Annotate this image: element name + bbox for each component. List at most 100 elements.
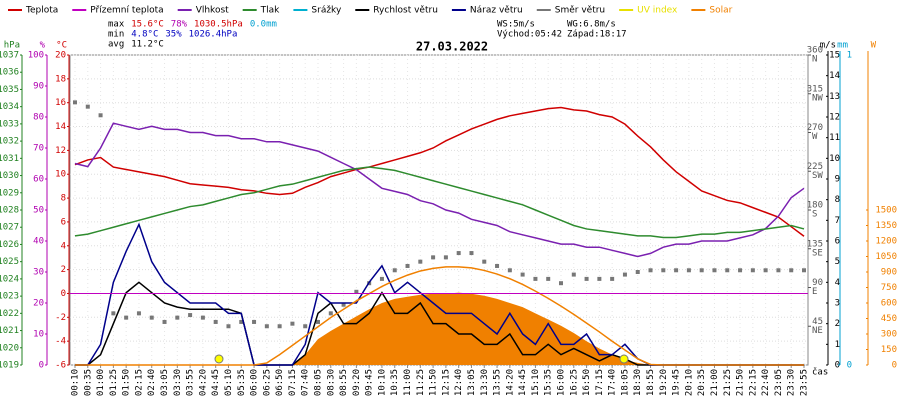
y-tick-label: 60: [33, 175, 44, 185]
solar-area: [75, 292, 804, 365]
stat-text: max: [108, 20, 125, 30]
axis-unit-label: W: [871, 41, 877, 51]
dir-marker: [559, 281, 563, 286]
dir-marker: [418, 259, 423, 264]
y-tick-label: 4: [835, 278, 840, 288]
dir-marker: [213, 319, 218, 324]
y-tick-label: 2: [835, 319, 840, 329]
y-tick-label: 1: [835, 340, 840, 350]
dir-marker: [149, 315, 154, 320]
legend-label: Solar: [709, 6, 732, 16]
y-tick-label: 13: [829, 92, 840, 102]
y-tick-label: 9: [835, 175, 840, 185]
dir-marker: [111, 311, 116, 316]
x-tick-label: 21:00: [710, 369, 720, 396]
y-tick-label: 8: [61, 194, 66, 204]
axis-unit-label: mm: [837, 41, 848, 51]
y-tick-label: 80: [33, 113, 44, 123]
x-tick-label: 23:30: [787, 369, 797, 396]
dir-marker: [750, 268, 755, 273]
y-tick-label: 900: [881, 268, 897, 278]
y-tick-label: -2: [55, 313, 66, 323]
x-tick-label: 07:15: [288, 369, 298, 396]
y-tick-label: 18: [55, 74, 66, 84]
dir-marker: [264, 324, 269, 329]
x-tick-label: 09:45: [365, 369, 375, 396]
series-line: [74, 166, 805, 239]
wind-stat-text: WS:5m/s: [497, 20, 535, 30]
dir-marker: [802, 268, 806, 273]
y-tick-label: 1036: [0, 68, 19, 78]
dir-marker: [431, 255, 436, 260]
y-tick-label: 1028: [0, 206, 19, 216]
y-tick-label: 1025: [0, 257, 19, 267]
x-tick-label: 21:25: [723, 369, 733, 396]
x-tick-label: 08:30: [326, 369, 336, 396]
dir-marker: [73, 100, 77, 105]
y-tick-label: 1031: [0, 154, 19, 164]
y-tick-label: 20: [33, 299, 44, 309]
y-tick-label: 12: [829, 113, 840, 123]
y-tick-label: 1035: [0, 85, 19, 95]
y-tick-label: 1019: [0, 361, 19, 371]
dir-marker: [495, 263, 500, 268]
x-tick-label: 12:40: [454, 369, 464, 396]
x-tick-label: 22:40: [761, 369, 771, 396]
dir-marker: [661, 268, 666, 273]
axis-unit-label: °C: [56, 41, 67, 51]
y-tick-label: 2: [61, 265, 66, 275]
x-tick-label: 12:15: [441, 369, 451, 396]
x-tick-label: 13:05: [467, 369, 477, 396]
y-tick-label: 15: [829, 51, 840, 61]
dir-tick-label: 135: [807, 239, 823, 249]
dir-tick-name: SW: [812, 171, 823, 181]
x-tick-label: 23:05: [774, 369, 784, 396]
dir-marker: [290, 321, 295, 326]
dir-marker: [392, 268, 397, 273]
y-tick-label: -4: [55, 337, 66, 347]
y-tick-label: 14: [55, 122, 66, 132]
dir-tick-label: 225: [807, 162, 823, 172]
x-tick-label: 11:25: [416, 369, 426, 396]
y-tick-label: 5: [835, 257, 840, 267]
y-tick-label: 50: [33, 206, 44, 216]
dir-marker: [712, 268, 717, 273]
x-tick-label: 21:50: [736, 369, 746, 396]
y-tick-label: 6: [835, 237, 840, 247]
dir-marker: [507, 268, 512, 273]
dir-marker: [226, 324, 231, 329]
x-tick-label: 09:20: [352, 369, 362, 396]
dir-tick-label: 180: [807, 201, 823, 211]
y-tick-label: 1050: [875, 252, 897, 262]
y-tick-label: 750: [881, 283, 897, 293]
y-tick-label: 450: [881, 314, 897, 324]
x-tick-label: 22:15: [748, 369, 758, 396]
y-tick-label: 70: [33, 144, 44, 154]
dir-tick-label: 90: [812, 278, 823, 288]
y-tick-label: 0: [847, 361, 852, 371]
y-tick-label: 1200: [875, 237, 897, 247]
dir-tick-name: W: [812, 132, 818, 142]
y-tick-label: 12: [55, 146, 66, 156]
x-tick-label: 06:00: [250, 369, 260, 396]
dir-marker: [546, 276, 551, 281]
y-tick-label: 300: [881, 330, 897, 340]
stat-text: 78%: [171, 20, 188, 30]
x-tick-label: 10:35: [390, 369, 400, 396]
dir-marker: [124, 315, 129, 320]
axis-unit-label: %: [40, 41, 46, 51]
y-tick-label: 16: [55, 98, 66, 108]
stat-text: avg: [108, 40, 124, 50]
x-tick-label: 14:20: [505, 369, 515, 396]
y-tick-label: 0: [61, 289, 66, 299]
y-tick-label: 8: [835, 195, 840, 205]
x-tick-label: 03:55: [186, 369, 196, 396]
dir-marker: [85, 104, 90, 109]
dir-marker: [584, 276, 589, 281]
dir-marker: [648, 268, 653, 273]
y-tick-label: 1030: [0, 171, 19, 181]
x-tick-label: 18:05: [620, 369, 630, 396]
y-tick-label: 1037: [0, 51, 19, 61]
dir-marker: [175, 315, 180, 320]
dir-tick-name: E: [812, 287, 817, 297]
